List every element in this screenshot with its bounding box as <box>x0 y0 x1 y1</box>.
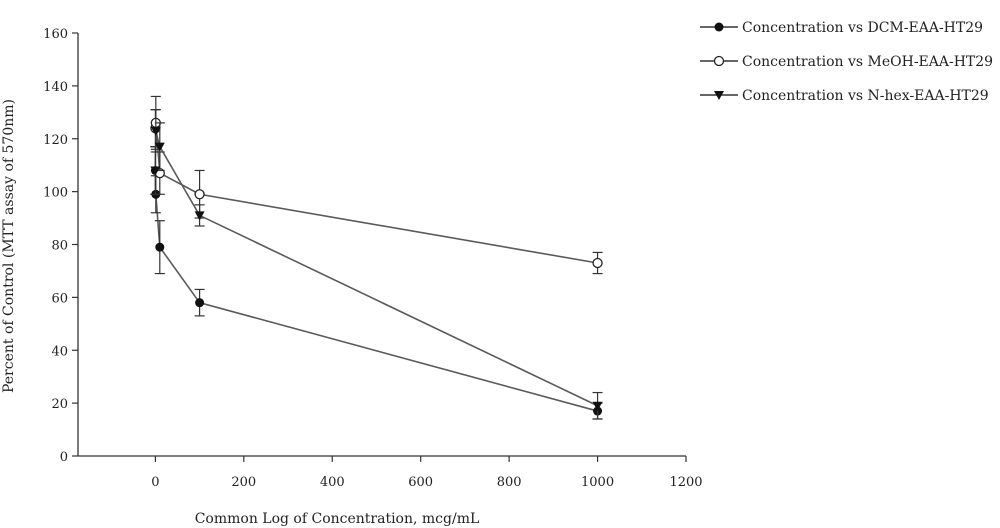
legend-label: Concentration vs MeOH-EAA-HT29 <box>742 54 993 70</box>
data-point <box>592 257 603 269</box>
series-1 <box>150 146 603 420</box>
y-tick-label: 160 <box>43 27 68 42</box>
x-tick-label: 600 <box>408 475 433 490</box>
y-tick-label: 20 <box>51 397 68 412</box>
axes: 0 20 40 60 80 100 120 140 160 0 200 400 600 800 1000 12… <box>43 27 702 490</box>
y-tick-label: 140 <box>43 80 68 95</box>
series-line <box>154 130 598 407</box>
x-tick-label: 1000 <box>581 475 614 490</box>
series-line <box>154 122 598 264</box>
data-point <box>195 298 205 308</box>
data-point <box>592 401 603 411</box>
data-point <box>154 142 165 152</box>
legend-item-3: Concentration vs N-hex-EAA-HT29 <box>700 88 989 104</box>
y-tick-label: 80 <box>51 239 68 254</box>
plot-area <box>150 95 603 420</box>
legend-label: Concentration vs DCM-EAA-HT29 <box>742 20 983 36</box>
data-point <box>194 189 205 200</box>
y-tick-label: 60 <box>51 291 68 306</box>
legend-marker <box>713 55 725 67</box>
legend-marker <box>714 22 724 32</box>
y-tick-label: 0 <box>60 450 68 465</box>
x-tick-label: 400 <box>320 475 345 490</box>
y-tick-label: 40 <box>51 344 68 359</box>
legend-marker <box>714 91 724 100</box>
data-point <box>150 126 161 136</box>
data-point <box>155 242 165 252</box>
series-2 <box>150 95 603 275</box>
y-tick-label: 100 <box>43 186 68 201</box>
legend: Concentration vs DCM-EAA-HT29 Concentrati… <box>700 20 993 104</box>
x-tick-label: 1200 <box>669 475 702 490</box>
data-point <box>150 166 161 176</box>
legend-item-2: Concentration vs MeOH-EAA-HT29 <box>700 54 993 70</box>
x-tick-label: 200 <box>231 475 256 490</box>
legend-label: Concentration vs N-hex-EAA-HT29 <box>742 88 989 104</box>
y-tick-label: 120 <box>43 133 68 148</box>
x-tick-label: 800 <box>497 475 522 490</box>
legend-item-1: Concentration vs DCM-EAA-HT29 <box>700 20 983 36</box>
y-axis-title: Percent of Control (MTT assay of 570nm) <box>1 99 17 393</box>
series-3 <box>150 109 603 420</box>
series-line <box>154 170 598 412</box>
x-tick-label: 0 <box>151 475 159 490</box>
x-axis-title: Common Log of Concentration, mcg/mL <box>195 511 480 527</box>
data-point <box>194 211 205 221</box>
